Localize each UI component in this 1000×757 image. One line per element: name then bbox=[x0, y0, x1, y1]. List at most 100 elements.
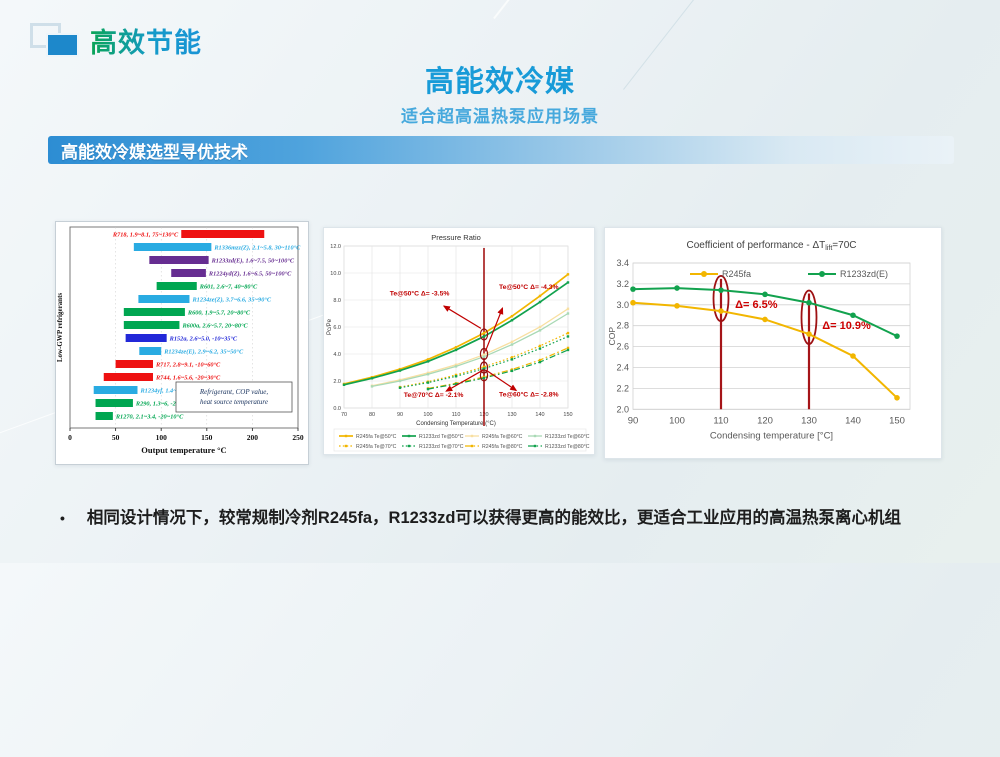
section-bar-label: 高能效冷媒选型寻优技术 bbox=[61, 142, 248, 162]
annotation-arrow bbox=[485, 369, 518, 392]
legend-label: R1233zd(E) bbox=[840, 269, 888, 279]
bar bbox=[171, 269, 206, 277]
svg-text:10.0: 10.0 bbox=[330, 271, 341, 277]
series-marker bbox=[454, 348, 458, 352]
series-marker bbox=[342, 383, 346, 386]
bar bbox=[149, 256, 209, 264]
series-marker bbox=[482, 367, 486, 370]
legend-label: R245fa Te@70°C bbox=[356, 444, 397, 450]
series-marker bbox=[538, 344, 542, 348]
series-marker bbox=[454, 346, 458, 349]
svg-text:110: 110 bbox=[452, 412, 461, 418]
series-marker bbox=[482, 365, 486, 369]
highlight-ellipse bbox=[479, 369, 489, 382]
series-marker bbox=[566, 348, 570, 352]
legend: R245fa R1233zd(E) bbox=[690, 269, 888, 279]
bar-label: R1234ze(Z), 3.7~6.6, 35~90°C bbox=[191, 297, 271, 304]
svg-text:2.0: 2.0 bbox=[616, 404, 629, 414]
series-marker bbox=[510, 368, 514, 371]
svg-text:90: 90 bbox=[628, 415, 639, 426]
bar-label: R152a, 2.6~5.0, -10~35°C bbox=[169, 336, 238, 343]
annotation-label: Te@50°C Δ= -4.3% bbox=[499, 283, 559, 291]
series-marker bbox=[566, 273, 570, 276]
series-marker bbox=[510, 319, 514, 322]
header-badge: 高效节能 bbox=[30, 20, 202, 60]
bar bbox=[133, 243, 212, 251]
refrigerant-range-chart-panel: R718, 1.9~8.1, 75~130°C R1336mzz(Z), 2.1~… bbox=[55, 221, 309, 465]
series-marker bbox=[894, 395, 900, 401]
highlight-ellipse bbox=[479, 347, 489, 361]
series-marker bbox=[510, 356, 514, 359]
svg-text:2.4: 2.4 bbox=[616, 363, 629, 373]
series-marker bbox=[566, 331, 570, 335]
series-marker bbox=[482, 331, 486, 335]
series-marker bbox=[482, 335, 486, 338]
series-marker bbox=[538, 347, 542, 350]
series-marker bbox=[426, 358, 430, 361]
series-marker bbox=[426, 381, 430, 384]
bar bbox=[123, 321, 180, 329]
pressure-ratio-chart: Pressure Ratio 0.0 2.0 4.0 6.0 8.0 10.0 12.0 70 8… bbox=[327, 233, 590, 452]
bar-label: R744, 1.6~5.6, -20~30°C bbox=[155, 375, 221, 382]
x-axis-title: Output temperature °C bbox=[141, 445, 226, 455]
series-marker bbox=[538, 325, 542, 329]
bar bbox=[123, 308, 185, 316]
cop-comparison-chart: Coefficient of performance - ΔTlift=70C 2… bbox=[607, 240, 911, 441]
x-axis-title: Condensing Temperature (°C) bbox=[416, 421, 496, 427]
annotation-arrow bbox=[442, 305, 482, 329]
svg-text:90: 90 bbox=[397, 412, 403, 418]
series-marker bbox=[454, 382, 458, 386]
svg-text:250: 250 bbox=[292, 433, 304, 442]
svg-text:100: 100 bbox=[156, 433, 168, 442]
summary-bullet: • 相同设计情况下，较常规制冷剂R245fa，R1233zd可以获得更高的能效比… bbox=[60, 507, 965, 529]
svg-text:Refrigerant, COP value,: Refrigerant, COP value, bbox=[199, 388, 269, 396]
series-marker bbox=[566, 307, 570, 310]
series-line bbox=[371, 312, 569, 388]
series-marker bbox=[566, 281, 570, 284]
series-marker bbox=[454, 363, 458, 366]
bar-label: R600a, 2.6~5.7, 20~80°C bbox=[181, 323, 248, 330]
series-marker bbox=[510, 369, 514, 373]
annotation-label: Δ= 6.5% bbox=[735, 299, 778, 311]
series bbox=[630, 285, 900, 401]
svg-text:100: 100 bbox=[669, 415, 685, 426]
bar bbox=[125, 334, 167, 342]
series-marker bbox=[718, 308, 724, 314]
bar-label: R601, 2.6~7, 40~80°C bbox=[199, 284, 258, 291]
y-axis-title: Low-GWP refrigerants bbox=[56, 293, 64, 363]
page-title: 高能效冷媒 bbox=[424, 66, 575, 98]
series-marker bbox=[454, 375, 458, 378]
series-marker bbox=[538, 360, 542, 364]
chart-title: Pressure Ratio bbox=[431, 233, 481, 242]
pressure-ratio-chart-panel: Pressure Ratio 0.0 2.0 4.0 6.0 8.0 10.0 12.0 70 8… bbox=[323, 227, 595, 455]
svg-text:150: 150 bbox=[563, 412, 572, 418]
series-marker bbox=[538, 294, 542, 298]
bar-label: R1234ze(E), 2.9~6.2, 35~50°C bbox=[163, 349, 244, 356]
series-marker bbox=[718, 287, 724, 293]
series-marker bbox=[454, 373, 458, 377]
series-marker bbox=[482, 353, 486, 356]
series-marker bbox=[398, 369, 402, 372]
page-subtitle: 适合超高温热泵应用场景 bbox=[401, 107, 599, 126]
annotation-label: Te@60°C Δ= -2.8% bbox=[499, 391, 559, 399]
square-filled-icon bbox=[46, 33, 79, 57]
svg-text:4.0: 4.0 bbox=[333, 352, 341, 358]
svg-text:2.2: 2.2 bbox=[616, 383, 629, 393]
svg-text:100: 100 bbox=[423, 412, 432, 418]
bar-label: R600, 1.9~5.7, 20~80°C bbox=[187, 310, 251, 317]
svg-text:130: 130 bbox=[801, 415, 817, 426]
series-marker bbox=[482, 376, 486, 380]
series-marker bbox=[426, 360, 430, 363]
y-axis-title: Pc/Pe bbox=[327, 318, 333, 335]
svg-text:0: 0 bbox=[68, 433, 72, 442]
legend-label: R1233zd Te@60°C bbox=[545, 434, 590, 440]
series-marker bbox=[538, 300, 542, 304]
series-marker bbox=[806, 299, 812, 306]
legend-label: R1233zd Te@80°C bbox=[545, 444, 590, 450]
highlight-ellipse bbox=[479, 328, 489, 341]
bar bbox=[138, 295, 190, 303]
bar bbox=[181, 230, 265, 238]
series-marker bbox=[674, 285, 680, 291]
bar bbox=[93, 386, 138, 394]
svg-text:8.0: 8.0 bbox=[333, 298, 341, 304]
